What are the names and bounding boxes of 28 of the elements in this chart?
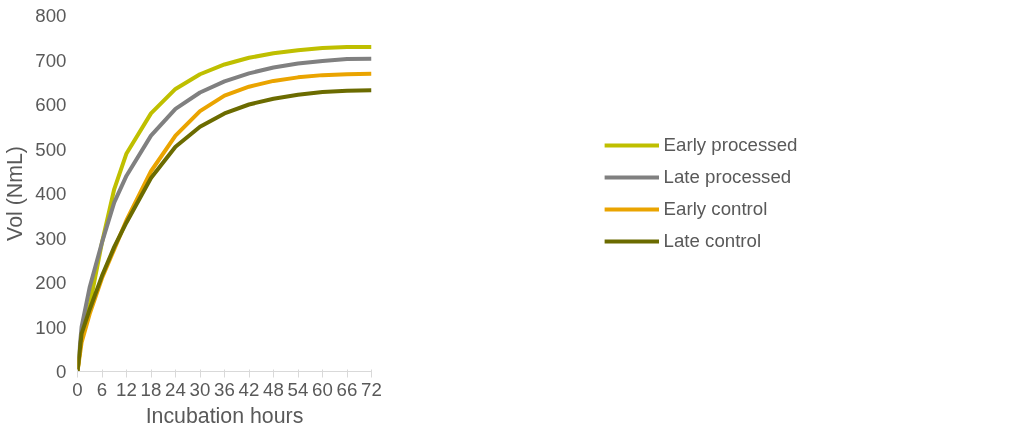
y-axis-title: Vol (NmL)	[3, 146, 28, 241]
x-tick-label: 12	[116, 378, 137, 400]
y-tick-label: 0	[56, 361, 67, 382]
legend-label: Early processed	[663, 134, 798, 156]
y-tick-label: 500	[35, 138, 67, 160]
x-axis-title: Incubation hours	[145, 403, 304, 428]
y-tick-label: 700	[35, 49, 67, 71]
x-tick-label: 54	[287, 378, 309, 400]
y-tick-label: 600	[35, 94, 67, 115]
x-tick-label: 6	[96, 378, 108, 400]
x-tick-label: 36	[214, 378, 235, 400]
x-tick-label: 30	[189, 378, 211, 400]
x-tick-label: 42	[238, 378, 260, 400]
y-tick-label: 800	[35, 5, 67, 26]
y-tick-label: 200	[35, 272, 67, 293]
y-tick-label: 300	[35, 227, 67, 249]
legend-label: Late processed	[663, 166, 792, 188]
legend-label: Early control	[663, 198, 768, 220]
x-tick-label: 24	[165, 378, 186, 400]
y-tick-label: 400	[35, 183, 67, 204]
legend-label: Late control	[663, 230, 762, 252]
x-tick-label: 72	[361, 378, 382, 400]
x-tick-label: 0	[72, 378, 83, 400]
y-tick-label: 100	[35, 316, 67, 338]
x-tick-label: 18	[140, 378, 162, 400]
x-tick-label: 48	[263, 378, 284, 400]
x-tick-label: 66	[336, 378, 358, 400]
x-tick-label: 60	[312, 378, 333, 400]
